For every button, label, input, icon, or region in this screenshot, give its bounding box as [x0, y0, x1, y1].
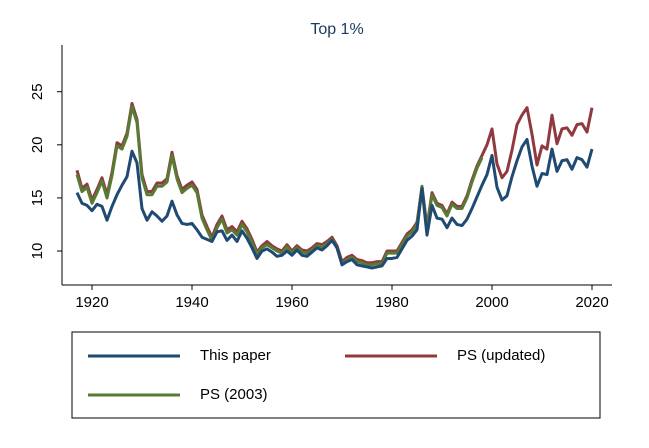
x-tick-label: 1920 — [75, 294, 108, 311]
chart-title: Top 1% — [310, 21, 363, 38]
y-tick-label: 10 — [29, 243, 46, 260]
x-tick-label: 1940 — [175, 294, 208, 311]
series-line — [75, 105, 484, 267]
x-tick-label: 2020 — [575, 294, 608, 311]
legend-box — [71, 331, 601, 419]
x-tick-label: 1980 — [375, 294, 408, 311]
legend-label: PS (2003) — [200, 386, 268, 403]
y-tick-label: 20 — [29, 136, 46, 153]
series-line — [75, 138, 594, 270]
legend-label: PS (updated) — [457, 347, 545, 364]
legend-label: This paper — [200, 347, 271, 364]
x-tick-label: 2000 — [475, 294, 508, 311]
y-tick-label: 25 — [29, 83, 46, 100]
y-tick-label: 15 — [29, 190, 46, 207]
x-tick-label: 1960 — [275, 294, 308, 311]
